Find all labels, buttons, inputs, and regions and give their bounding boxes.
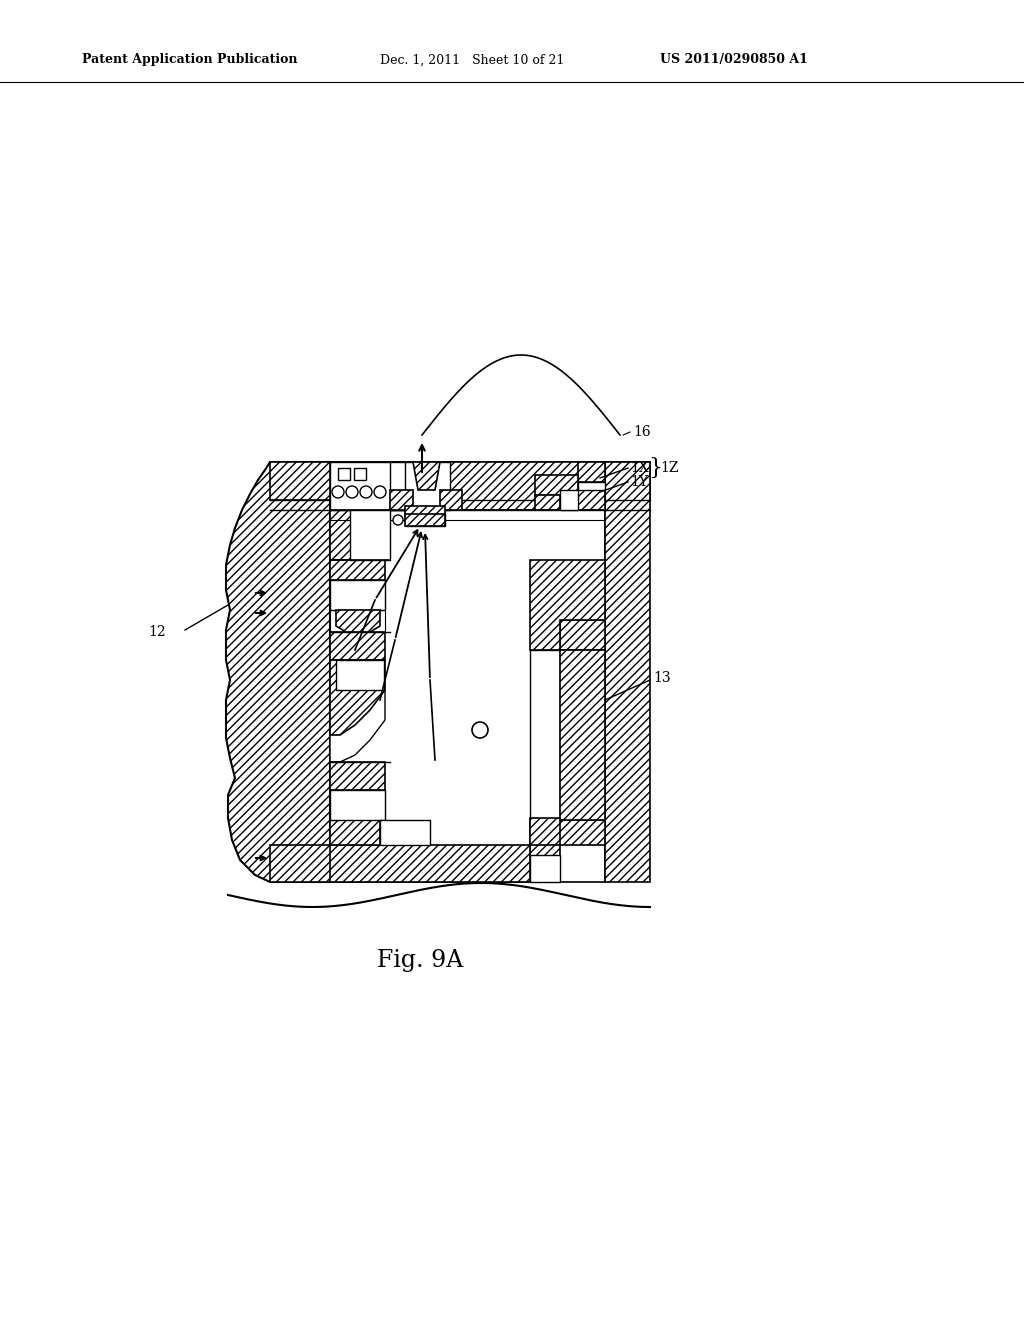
Circle shape [332,486,344,498]
Polygon shape [530,820,605,882]
Text: 1X: 1X [630,461,649,475]
Circle shape [374,486,386,498]
Polygon shape [560,649,605,820]
Polygon shape [330,632,385,660]
Polygon shape [535,475,578,495]
Polygon shape [330,510,390,560]
Text: }: } [648,457,663,479]
Polygon shape [330,560,385,579]
Bar [330,579,385,610]
Polygon shape [605,462,650,882]
Bar [336,660,384,690]
Bar [354,469,366,480]
Text: Dec. 1, 2011   Sheet 10 of 21: Dec. 1, 2011 Sheet 10 of 21 [380,54,564,66]
Polygon shape [336,610,380,632]
Bar [330,462,400,510]
Polygon shape [406,513,445,525]
Circle shape [393,515,403,525]
Bar [330,510,605,882]
Text: US 2011/0290850 A1: US 2011/0290850 A1 [660,54,808,66]
Polygon shape [413,462,440,490]
Polygon shape [270,845,390,882]
Bar [530,649,560,820]
Polygon shape [330,690,385,762]
Text: 1Z: 1Z [660,461,679,475]
Polygon shape [578,490,605,510]
Bar [350,510,390,560]
Polygon shape [560,620,605,649]
Bar [560,490,578,510]
Polygon shape [226,462,330,882]
Polygon shape [440,490,462,510]
Text: 12: 12 [148,624,166,639]
Bar [400,462,450,510]
Bar [578,482,605,490]
Polygon shape [330,845,530,882]
Polygon shape [270,462,650,500]
Circle shape [472,722,488,738]
Polygon shape [578,462,605,482]
Bar [338,469,350,480]
Polygon shape [406,506,445,520]
Text: 1Y: 1Y [630,475,648,488]
Polygon shape [530,560,605,649]
Circle shape [360,486,372,498]
Text: 13: 13 [653,671,671,685]
Polygon shape [330,660,385,735]
Bar [390,462,406,510]
Polygon shape [530,818,560,845]
Bar [330,610,385,632]
Circle shape [346,486,358,498]
Polygon shape [390,490,413,510]
Polygon shape [330,462,605,510]
Bar [380,820,430,845]
Text: 16: 16 [633,425,650,440]
Polygon shape [330,762,385,789]
Polygon shape [330,820,380,845]
Bar [330,789,385,820]
Bar [530,855,560,882]
Polygon shape [560,649,580,680]
Text: Fig. 9A: Fig. 9A [377,949,463,972]
Text: Patent Application Publication: Patent Application Publication [82,54,298,66]
Bar [406,513,445,525]
Polygon shape [535,495,560,510]
